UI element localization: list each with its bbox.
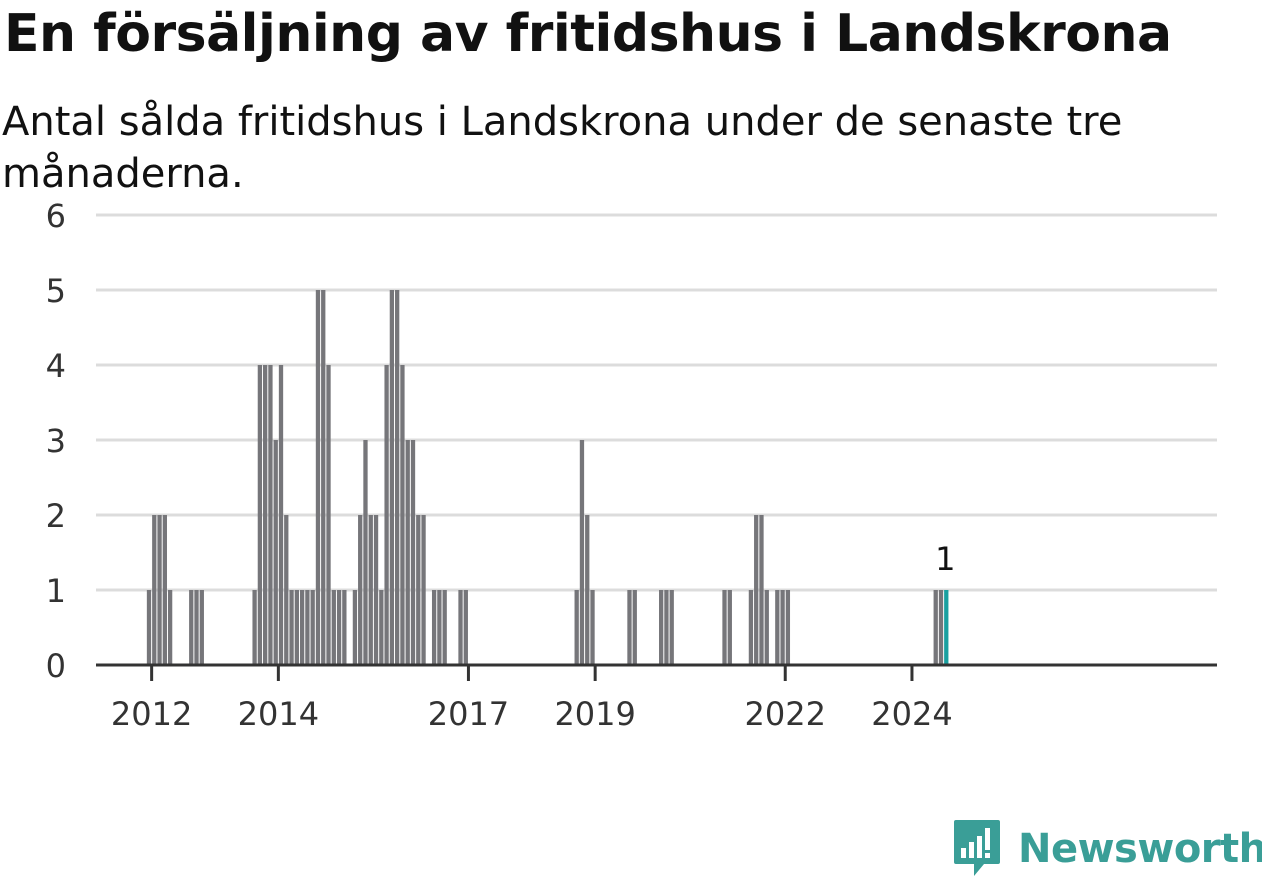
bar <box>157 515 162 665</box>
x-tick-label: 2024 <box>871 695 952 733</box>
bar <box>199 590 204 665</box>
chart-title: En försäljning av fritidshus i Landskron… <box>4 4 1172 64</box>
y-tick-label: 3 <box>46 422 66 460</box>
bar <box>189 590 194 665</box>
bar <box>263 365 268 665</box>
bar <box>933 590 938 665</box>
bar <box>659 590 664 665</box>
bar <box>294 590 299 665</box>
bar <box>268 365 273 665</box>
bar <box>664 590 669 665</box>
y-tick-label: 0 <box>46 647 66 685</box>
y-tick-label: 5 <box>46 272 66 310</box>
bar <box>389 290 395 665</box>
bar <box>463 590 468 665</box>
bar <box>748 590 754 665</box>
bar <box>785 590 791 665</box>
y-tick-label: 6 <box>46 197 66 235</box>
y-tick-label: 4 <box>46 347 66 385</box>
bar <box>310 590 315 665</box>
newsworthy-logo: Newsworthy <box>952 818 1262 880</box>
x-tick-label: 2017 <box>428 695 509 733</box>
bar <box>416 515 421 665</box>
y-tick-label: 1 <box>46 572 66 610</box>
x-axis-ticks: 2012 2014 2017 2019 2022 2024 <box>111 665 953 733</box>
bar <box>284 515 289 665</box>
bar <box>194 590 199 665</box>
bar <box>669 590 674 665</box>
annotations: 1 <box>935 540 955 578</box>
chart-subtitle: Antal sålda fritidshus i Landskrona unde… <box>2 99 1123 197</box>
x-tick-label: 2014 <box>238 695 319 733</box>
bar <box>342 590 347 665</box>
bar <box>289 590 294 665</box>
bar <box>278 365 284 665</box>
bar <box>352 590 358 665</box>
bar <box>431 590 437 665</box>
bar <box>384 365 389 665</box>
bar <box>632 590 637 665</box>
bar <box>321 290 326 665</box>
bar <box>162 515 167 665</box>
y-axis-ticks: 0 1 2 3 4 5 6 <box>46 197 66 685</box>
bar <box>379 590 384 665</box>
bar <box>410 440 416 665</box>
bar <box>363 440 368 665</box>
y-tick-label: 2 <box>46 497 66 535</box>
bar <box>764 590 769 665</box>
bar <box>627 590 632 665</box>
bar <box>152 515 157 665</box>
bar <box>421 515 426 665</box>
bar <box>458 590 463 665</box>
bar <box>358 515 363 665</box>
bar <box>754 515 759 665</box>
bar <box>368 515 373 665</box>
x-tick-label: 2019 <box>554 695 635 733</box>
bar <box>336 590 342 665</box>
bar <box>167 590 173 665</box>
bar <box>315 290 321 665</box>
bars <box>146 290 949 665</box>
bar <box>759 515 764 665</box>
bar <box>727 590 732 665</box>
bar <box>579 440 585 665</box>
bar <box>780 590 785 665</box>
bar <box>437 590 442 665</box>
bar <box>373 515 379 665</box>
x-tick-label: 2022 <box>745 695 826 733</box>
highlight-bar <box>944 590 949 665</box>
bar <box>405 440 410 665</box>
bar <box>273 440 278 665</box>
bar <box>775 590 780 665</box>
bar <box>305 590 310 665</box>
brand-name: Newsworthy <box>1018 826 1262 872</box>
bar <box>400 365 405 665</box>
bar <box>395 290 400 665</box>
bar <box>252 590 257 665</box>
bar-chart: 0 1 2 3 4 5 6 2012 2014 2017 2019 2022 2024 1 <box>46 197 1217 733</box>
bar <box>257 365 263 665</box>
bar <box>146 590 152 665</box>
data-label: 1 <box>935 540 955 578</box>
bar <box>590 590 595 665</box>
bar <box>722 590 727 665</box>
bar <box>326 365 331 665</box>
bar <box>585 515 590 665</box>
bar <box>331 590 336 665</box>
newsworthy-logo-icon <box>954 820 1000 876</box>
bar <box>442 590 447 665</box>
bar <box>938 590 944 665</box>
bar <box>299 590 305 665</box>
bar <box>574 590 579 665</box>
x-tick-label: 2012 <box>111 695 192 733</box>
